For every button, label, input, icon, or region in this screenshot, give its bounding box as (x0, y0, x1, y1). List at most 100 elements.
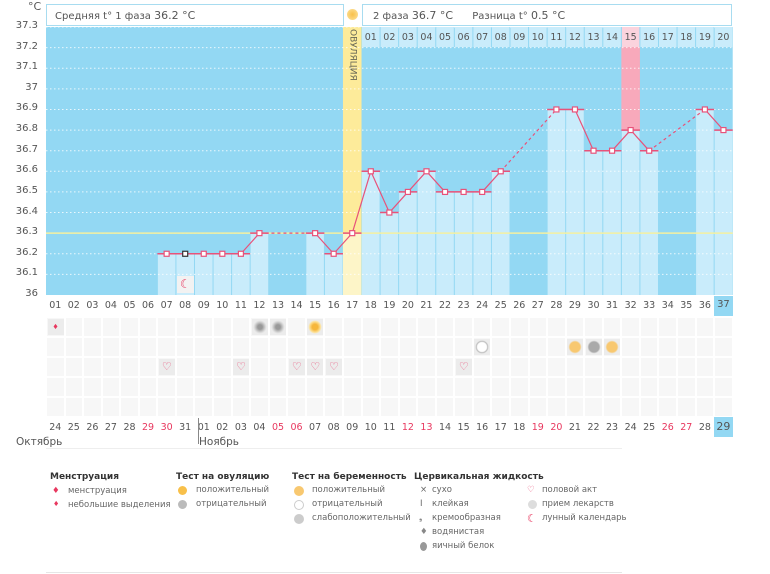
marker-cell[interactable] (251, 338, 268, 356)
marker-cell[interactable] (622, 318, 639, 336)
marker-cell[interactable] (678, 358, 695, 376)
marker-cell[interactable] (436, 398, 454, 416)
marker-cell[interactable] (47, 378, 64, 396)
marker-cell[interactable] (492, 318, 509, 336)
marker-cell[interactable] (214, 318, 231, 336)
marker-cell[interactable] (418, 378, 435, 396)
marker-cell[interactable] (251, 398, 268, 416)
marker-cell[interactable] (176, 338, 194, 356)
marker-cell[interactable] (214, 398, 231, 416)
marker-cell[interactable] (325, 378, 342, 396)
marker-cell[interactable] (306, 338, 324, 356)
marker-cell[interactable] (381, 318, 398, 336)
marker-cell[interactable] (139, 378, 157, 396)
marker-cell[interactable] (139, 318, 157, 336)
marker-cell[interactable] (47, 398, 64, 416)
marker-cell[interactable] (158, 318, 175, 336)
marker-cell[interactable] (176, 398, 194, 416)
marker-cell[interactable] (548, 398, 565, 416)
marker-cell[interactable] (715, 378, 732, 396)
marker-cell[interactable] (659, 398, 677, 416)
marker-cell[interactable] (622, 338, 639, 356)
marker-cell[interactable] (158, 338, 175, 356)
marker-cell[interactable] (622, 398, 639, 416)
marker-cell[interactable] (511, 378, 528, 396)
marker-cell[interactable] (473, 358, 491, 376)
marker-cell[interactable] (195, 378, 213, 396)
marker-cell[interactable] (492, 378, 509, 396)
marker-cell[interactable] (455, 338, 472, 356)
marker-cell[interactable] (102, 318, 120, 336)
marker-cell[interactable] (381, 358, 398, 376)
marker-cell[interactable] (343, 318, 361, 336)
marker-cell[interactable] (288, 318, 305, 336)
marker-cell[interactable] (176, 318, 194, 336)
marker-cell[interactable] (566, 358, 584, 376)
marker-cell[interactable] (121, 338, 138, 356)
marker-cell[interactable] (418, 358, 435, 376)
marker-cell[interactable] (548, 338, 565, 356)
marker-cell[interactable] (696, 398, 714, 416)
marker-cell[interactable] (158, 378, 175, 396)
marker-cell[interactable] (529, 378, 547, 396)
marker-cell[interactable] (548, 378, 565, 396)
marker-cell[interactable] (659, 378, 677, 396)
marker-cell[interactable] (399, 318, 417, 336)
marker-cell[interactable] (288, 338, 305, 356)
marker-cell[interactable] (121, 318, 138, 336)
marker-cell[interactable] (381, 398, 398, 416)
marker-cell[interactable] (65, 378, 83, 396)
marker-cell[interactable] (362, 358, 380, 376)
marker-cell[interactable] (585, 318, 602, 336)
marker-cell[interactable] (381, 338, 398, 356)
marker-cell[interactable] (603, 378, 621, 396)
marker-cell[interactable] (269, 338, 287, 356)
marker-cell[interactable] (678, 398, 695, 416)
marker-cell[interactable] (640, 358, 658, 376)
marker-cell[interactable] (696, 338, 714, 356)
marker-cell[interactable] (603, 358, 621, 376)
marker-cell[interactable] (232, 318, 250, 336)
marker-cell[interactable] (399, 378, 417, 396)
marker-cell[interactable] (566, 398, 584, 416)
marker-cell[interactable] (84, 318, 101, 336)
marker-cell[interactable] (47, 338, 64, 356)
marker-cell[interactable] (640, 318, 658, 336)
marker-cell[interactable] (176, 358, 194, 376)
marker-cell[interactable] (195, 338, 213, 356)
marker-cell[interactable] (362, 378, 380, 396)
marker-cell[interactable] (603, 318, 621, 336)
marker-cell[interactable] (139, 398, 157, 416)
marker-cell[interactable] (696, 358, 714, 376)
marker-cell[interactable] (436, 358, 454, 376)
marker-cell[interactable] (473, 398, 491, 416)
marker-cell[interactable] (362, 318, 380, 336)
marker-cell[interactable] (678, 318, 695, 336)
marker-cell[interactable] (362, 338, 380, 356)
marker-cell[interactable] (343, 398, 361, 416)
marker-cell[interactable] (511, 318, 528, 336)
marker-cell[interactable] (343, 358, 361, 376)
marker-cell[interactable] (696, 318, 714, 336)
marker-cell[interactable] (232, 378, 250, 396)
marker-cell[interactable] (548, 358, 565, 376)
marker-cell[interactable] (715, 318, 732, 336)
marker-cell[interactable] (325, 318, 342, 336)
marker-cell[interactable] (214, 378, 231, 396)
marker-cell[interactable] (473, 378, 491, 396)
marker-cell[interactable] (343, 338, 361, 356)
marker-cell[interactable] (659, 358, 677, 376)
marker-cell[interactable] (381, 378, 398, 396)
marker-cell[interactable] (585, 358, 602, 376)
marker-cell[interactable] (232, 398, 250, 416)
marker-cell[interactable] (659, 338, 677, 356)
marker-cell[interactable] (715, 398, 732, 416)
marker-cell[interactable] (399, 338, 417, 356)
marker-cell[interactable] (121, 398, 138, 416)
marker-cell[interactable] (306, 398, 324, 416)
marker-cell[interactable] (492, 338, 509, 356)
marker-cell[interactable] (492, 398, 509, 416)
marker-cell[interactable] (418, 338, 435, 356)
marker-cell[interactable] (121, 378, 138, 396)
marker-cell[interactable] (139, 358, 157, 376)
